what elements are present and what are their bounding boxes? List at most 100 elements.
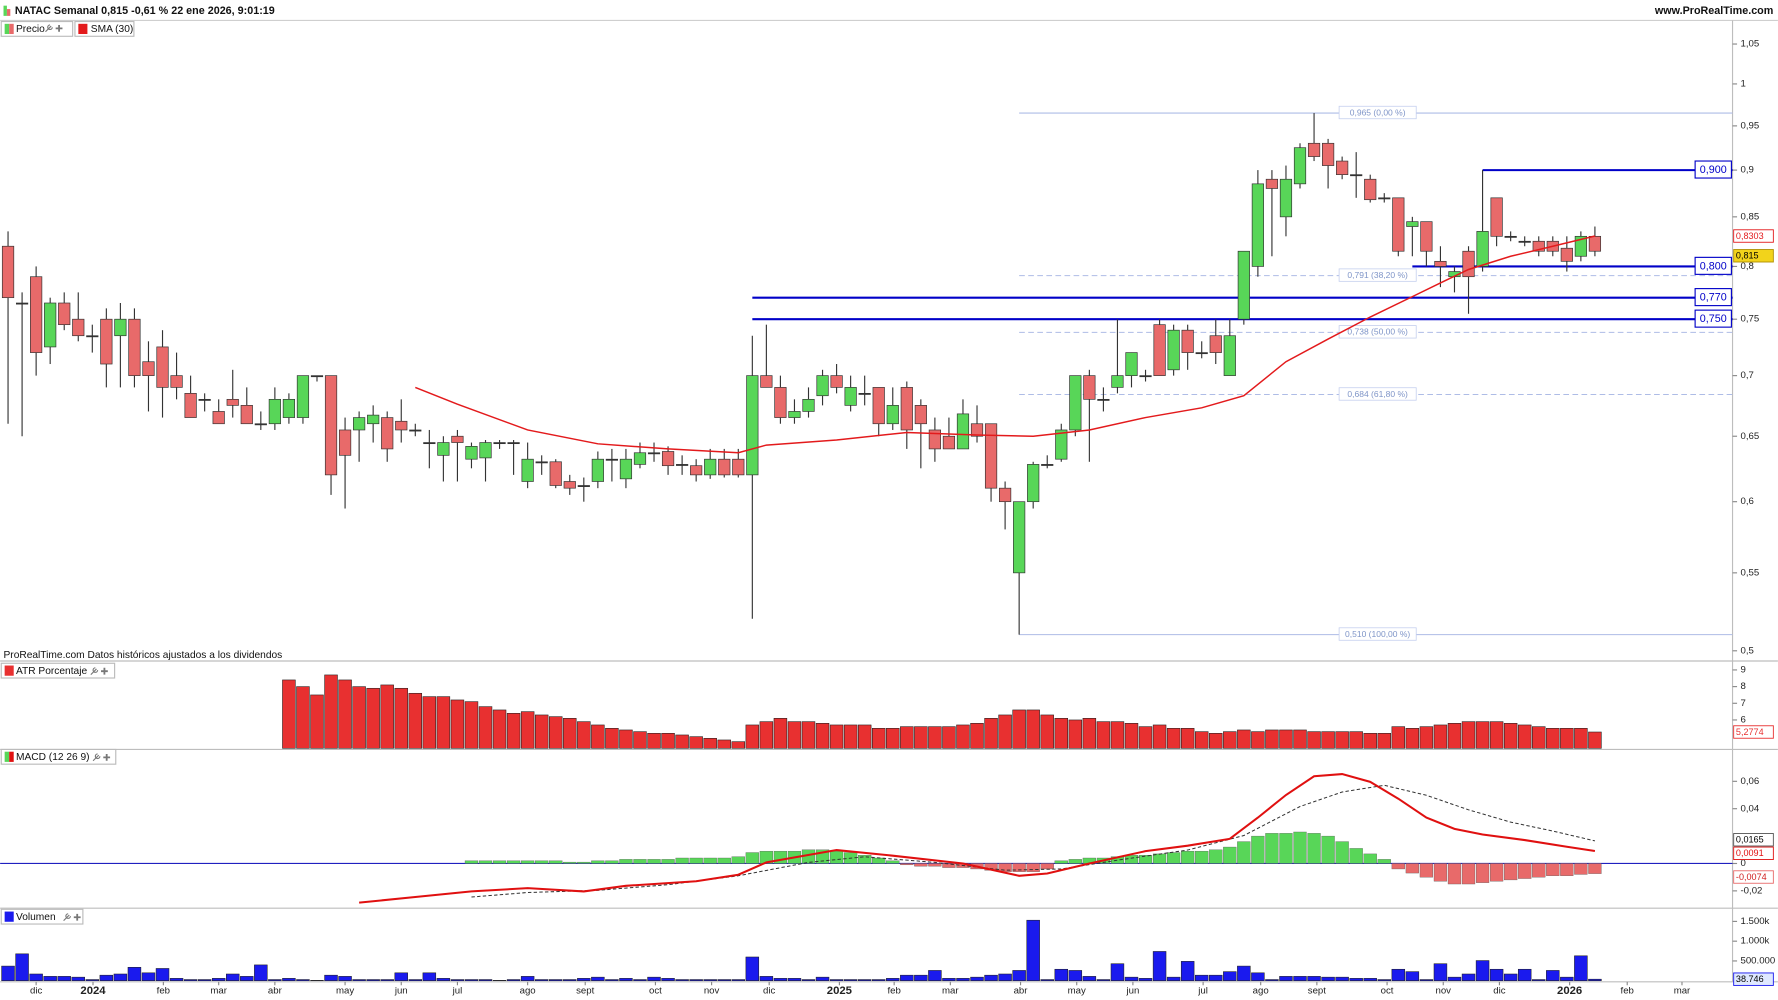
bar [717, 739, 731, 749]
candle-body [1518, 240, 1531, 243]
candle-body [1055, 429, 1068, 460]
bar [745, 956, 760, 982]
legend-box[interactable] [0, 748, 117, 765]
bar [605, 979, 619, 982]
bar [1560, 728, 1574, 749]
histogram-bar [1026, 863, 1040, 872]
candle-body [72, 318, 85, 337]
bar [914, 974, 928, 982]
candle-body [170, 375, 183, 388]
bar [970, 976, 984, 982]
bar [1419, 979, 1434, 982]
legend-box[interactable] [0, 908, 84, 925]
bar [1194, 731, 1209, 749]
histogram-bar [1532, 863, 1546, 878]
candle-body [690, 465, 703, 476]
bar [296, 686, 310, 749]
last-value-tag-box [1733, 833, 1774, 847]
candle-body [1195, 352, 1208, 355]
histogram-bar [1223, 846, 1237, 864]
bar [422, 696, 437, 749]
bar [956, 724, 970, 749]
bar [324, 674, 338, 749]
candle-body [718, 458, 731, 476]
bar [268, 979, 282, 982]
bar [43, 976, 57, 982]
histogram-bar [1251, 835, 1265, 864]
bar [1054, 718, 1068, 749]
x-tick-label: mar [1674, 985, 1691, 996]
histogram-bar [689, 857, 703, 864]
histogram-bar [1490, 863, 1504, 882]
bar [1251, 731, 1265, 749]
candle-body [1321, 142, 1335, 166]
bar [1040, 714, 1054, 749]
candle-body [577, 485, 590, 487]
bar [689, 979, 703, 982]
candle-body [507, 442, 520, 445]
bar [1223, 971, 1237, 982]
bar [520, 976, 535, 982]
legend-label: SMA (30) [91, 24, 133, 35]
candle-body [44, 302, 57, 348]
candle-body [984, 423, 998, 489]
candle-body [1223, 335, 1236, 376]
header-site[interactable]: www.ProRealTime.com [1654, 5, 1773, 17]
histogram-bar [928, 863, 942, 867]
bar [1026, 709, 1040, 749]
bar [85, 979, 100, 982]
bar [1560, 976, 1574, 982]
bar [1082, 718, 1097, 749]
candle-body [1434, 260, 1447, 267]
histogram-bar [1574, 863, 1588, 875]
legend-box[interactable] [74, 20, 135, 37]
candle-body [1027, 464, 1040, 503]
bar [956, 978, 970, 982]
bar [1026, 919, 1040, 982]
candle-body [872, 387, 885, 425]
bar [1209, 733, 1223, 749]
legend-box[interactable] [0, 20, 74, 37]
histogram-bar [1293, 831, 1307, 864]
candle-body [353, 417, 366, 431]
bar [759, 976, 774, 982]
bar [745, 724, 760, 749]
candle-body [1279, 178, 1293, 218]
bar [1419, 726, 1434, 749]
level-label: 0,800 [1700, 260, 1727, 272]
candle-body [30, 276, 43, 353]
candle-body [563, 481, 576, 489]
bar [1447, 976, 1462, 982]
candle-body [1069, 375, 1082, 431]
legend-swatch [9, 23, 14, 35]
bar [787, 978, 802, 982]
bar [1363, 733, 1377, 749]
candle-body [549, 461, 562, 486]
bar [1166, 728, 1181, 749]
histogram-bar [703, 857, 717, 864]
candle-body [1560, 247, 1573, 262]
legend-box[interactable] [0, 662, 116, 679]
legend-label: MACD (12 26 9) [16, 752, 90, 763]
candle-body [788, 411, 801, 418]
bar [829, 724, 844, 749]
bar [1152, 724, 1167, 749]
candle-body [746, 375, 759, 476]
bar [113, 973, 128, 982]
bar [998, 714, 1012, 749]
bar [450, 699, 465, 749]
bar [1054, 968, 1068, 982]
bar [506, 713, 521, 749]
candle-body [296, 375, 310, 418]
bar [1237, 729, 1251, 749]
bar [520, 711, 535, 749]
candle-body [844, 387, 857, 406]
bar [380, 684, 394, 749]
histogram-bar [1068, 859, 1082, 864]
bar [1335, 731, 1349, 749]
histogram-bar [1335, 841, 1349, 864]
candle-body [970, 423, 984, 437]
legend-swatch [78, 23, 88, 35]
candle-body [1251, 183, 1264, 267]
candle-body [1083, 375, 1096, 400]
